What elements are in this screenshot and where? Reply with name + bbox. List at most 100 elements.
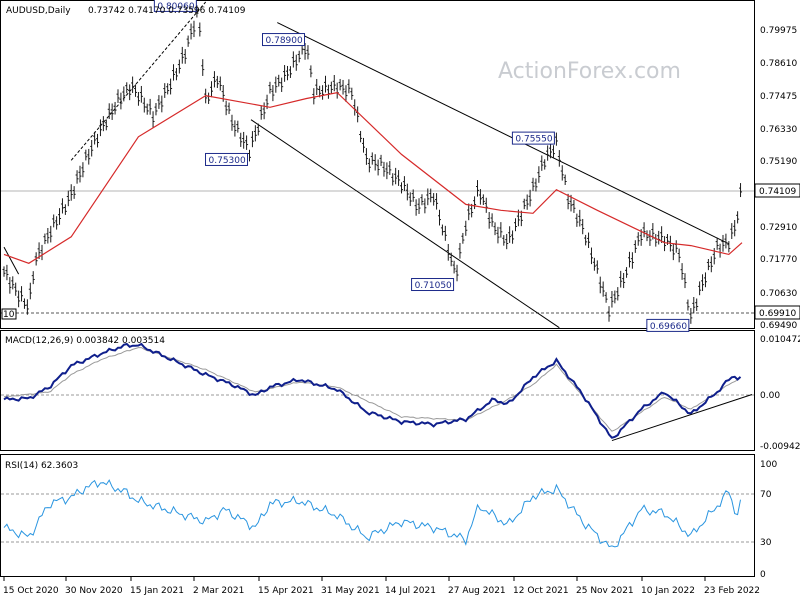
price-bar bbox=[157, 95, 161, 109]
price-bar bbox=[2, 266, 6, 277]
price-bar bbox=[186, 35, 190, 47]
price-bar bbox=[312, 88, 316, 105]
price-bar bbox=[364, 148, 368, 165]
price-bar bbox=[122, 86, 126, 102]
price-bar bbox=[721, 234, 725, 252]
x-label-11: 10 Jan 2022 bbox=[641, 586, 695, 596]
price-bar bbox=[192, 20, 196, 38]
macd-line bbox=[3, 342, 742, 439]
price-bar bbox=[461, 232, 465, 244]
x-label-9: 12 Oct 2021 bbox=[513, 586, 569, 596]
price-bar bbox=[96, 133, 100, 148]
price-bar bbox=[332, 74, 336, 92]
price-bar bbox=[359, 130, 363, 143]
price-bar bbox=[458, 242, 462, 259]
price-bar bbox=[595, 260, 599, 274]
price-bar bbox=[551, 145, 555, 159]
price-bar bbox=[166, 83, 170, 95]
price-bar bbox=[142, 97, 146, 113]
x-label-3: 15 Jan 2021 bbox=[130, 586, 184, 596]
price-tick-5: 0.75190 bbox=[760, 157, 797, 167]
price-bar bbox=[519, 210, 523, 227]
price-bar bbox=[692, 296, 696, 314]
price-bar bbox=[701, 274, 705, 292]
price-bar bbox=[253, 125, 257, 142]
current-price-box bbox=[754, 183, 800, 198]
price-bar bbox=[110, 103, 114, 120]
price-bar bbox=[630, 252, 634, 269]
price-bar bbox=[245, 135, 249, 150]
price-bar bbox=[315, 78, 319, 96]
price-bar bbox=[575, 213, 579, 227]
price-bar bbox=[201, 59, 205, 76]
price-bar bbox=[739, 183, 743, 198]
price-bar bbox=[329, 81, 333, 94]
price-bar bbox=[522, 198, 526, 210]
annotation-box bbox=[411, 278, 455, 292]
current-price-label: 0.74109 bbox=[759, 187, 796, 197]
price-bar bbox=[540, 155, 544, 171]
price-bar bbox=[496, 226, 500, 244]
price-bar bbox=[464, 220, 468, 236]
price-bar bbox=[546, 145, 550, 161]
price-bar bbox=[557, 150, 561, 167]
price-bar bbox=[414, 199, 418, 216]
price-bar bbox=[8, 277, 12, 294]
trendline-left-descending bbox=[3, 246, 20, 275]
price-bar bbox=[733, 219, 737, 237]
macd-layer bbox=[3, 342, 753, 442]
price-bar bbox=[537, 166, 541, 183]
price-bar bbox=[470, 203, 474, 218]
watermark: ActionForex.com bbox=[498, 59, 681, 84]
price-bar bbox=[46, 227, 50, 244]
price-bar bbox=[581, 218, 585, 235]
price-bar bbox=[151, 111, 155, 128]
price-bar bbox=[724, 233, 728, 249]
price-bar bbox=[113, 101, 117, 115]
price-bar bbox=[709, 256, 713, 273]
price-bar bbox=[169, 78, 173, 95]
price-bar bbox=[136, 92, 140, 106]
macd-signal-line bbox=[3, 347, 741, 432]
price-bar bbox=[598, 276, 602, 294]
annotation-box bbox=[153, 0, 197, 12]
price-bar bbox=[610, 291, 614, 308]
price-bar bbox=[11, 276, 15, 290]
annotation-label: 0.69660 bbox=[650, 322, 687, 332]
price-bar bbox=[177, 59, 181, 74]
annotation-box bbox=[262, 33, 306, 47]
price-bar bbox=[455, 264, 459, 282]
price-bar bbox=[43, 233, 47, 245]
price-bar bbox=[277, 74, 281, 87]
price-bar bbox=[134, 84, 138, 97]
price-bar bbox=[473, 196, 477, 210]
price-bar bbox=[443, 225, 447, 241]
price-bar bbox=[513, 218, 517, 232]
price-bar bbox=[604, 292, 608, 303]
price-bar bbox=[674, 240, 678, 253]
price-bar bbox=[426, 188, 430, 206]
price-bar bbox=[411, 189, 415, 202]
macd-tick-top: 0.010472 bbox=[760, 335, 800, 345]
price-bar bbox=[242, 131, 246, 149]
price-bar bbox=[703, 272, 707, 288]
price-bar bbox=[657, 230, 661, 245]
price-bar bbox=[505, 233, 509, 250]
price-bar bbox=[660, 226, 664, 243]
price-bar bbox=[487, 212, 491, 229]
price-bar bbox=[648, 230, 652, 246]
price-bar bbox=[306, 45, 310, 60]
price-bar bbox=[131, 76, 135, 93]
support-price-label: 0.69910 bbox=[759, 309, 796, 319]
price-bar bbox=[467, 203, 471, 221]
price-bar bbox=[90, 139, 94, 157]
price-bar bbox=[259, 105, 263, 120]
price-bar bbox=[172, 64, 176, 81]
price-bar bbox=[718, 243, 722, 258]
price-bar bbox=[382, 161, 386, 177]
price-bar bbox=[446, 243, 450, 261]
price-bar bbox=[689, 308, 693, 324]
price-bar bbox=[28, 282, 32, 300]
price-bar bbox=[475, 180, 479, 197]
